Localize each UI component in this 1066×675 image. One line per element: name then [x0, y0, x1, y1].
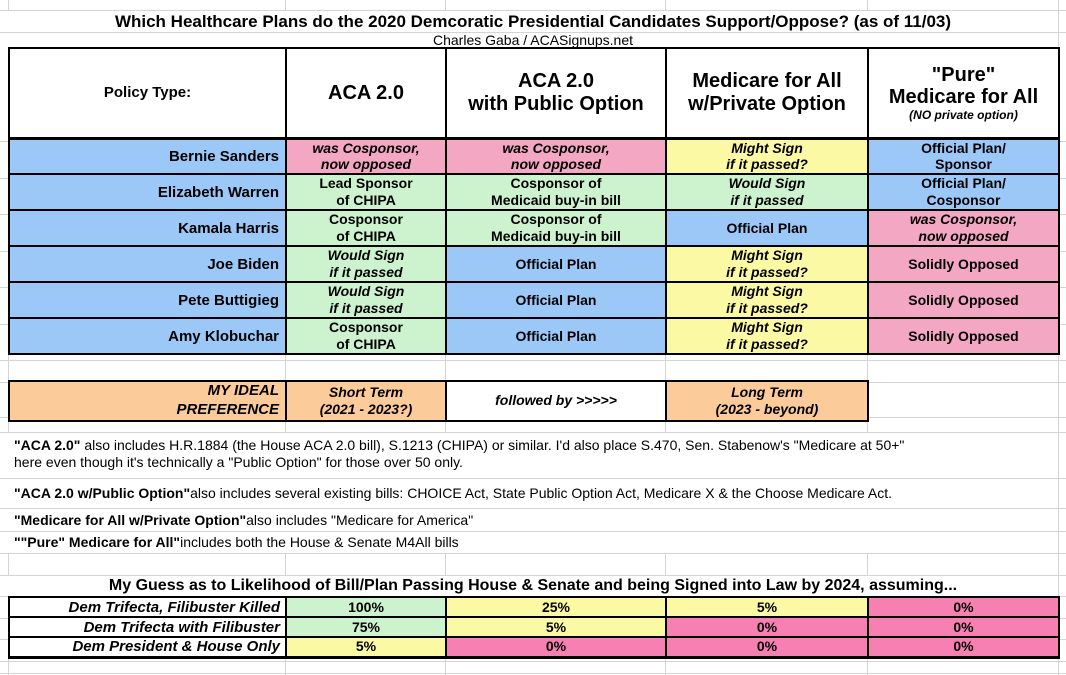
support-cell: Might Sign if it passed? [665, 317, 869, 355]
candidate-row: Kamala Harris Cosponsor of CHIPA Cosponsor… [8, 209, 1060, 247]
ideal-preference-table: MY IDEAL PREFERENCE Short Term (2021 - 2… [8, 380, 1059, 422]
support-cell: Cosponsor of CHIPA [285, 317, 447, 355]
support-cell: was Cosponsor, now opposed [867, 209, 1060, 247]
policy-header-row: Policy Type: ACA 2.0 ACA 2.0 with Public … [8, 47, 1060, 140]
policy-header-3: Medicare for All w/Private Option [665, 47, 869, 140]
sheet-credit: Charles Gaba / ACASignups.net [8, 32, 1058, 48]
support-cell: Official Plan [445, 281, 667, 319]
support-cell: Cosponsor of Medicaid buy-in bill [445, 209, 667, 247]
candidate-row: Elizabeth Warren Lead Sponsor of CHIPA Cos… [8, 173, 1060, 211]
preference-cell [868, 381, 1059, 421]
support-cell: Might Sign if it passed? [665, 245, 869, 283]
likelihood-rows: Dem Trifecta, Filibuster Killed 100% 25% 5%… [8, 596, 1060, 659]
footnote: ""Pure" Medicare for All" includes both … [8, 531, 1058, 553]
ideal-preference-label: MY IDEAL PREFERENCE [8, 380, 287, 422]
likelihood-cell: 0% [867, 636, 1060, 659]
policy-header-2: ACA 2.0 with Public Option [445, 47, 667, 140]
support-cell: Might Sign if it passed? [665, 281, 869, 319]
support-cell: Official Plan [445, 317, 667, 355]
policy-header-1: ACA 2.0 [285, 47, 447, 140]
candidate-row: Joe Biden Would Sign if it passed Official… [8, 245, 1060, 283]
candidate-name: Amy Klobuchar [8, 317, 287, 355]
likelihood-cell: 100% [285, 596, 447, 618]
likelihood-cell: 0% [867, 596, 1060, 618]
support-cell: Cosponsor of CHIPA [285, 209, 447, 247]
candidate-name: Kamala Harris [8, 209, 287, 247]
candidate-row: Pete Buttigieg Would Sign if it passed Off… [8, 281, 1060, 319]
likelihood-cell: 0% [445, 636, 667, 659]
support-cell: Solidly Opposed [867, 317, 1060, 355]
support-cell: Official Plan/ Sponsor [867, 137, 1060, 175]
sheet-title: Which Healthcare Plans do the 2020 Demco… [8, 10, 1058, 32]
preference-cell: followed by >>>>> [445, 380, 667, 422]
support-cell: Official Plan/ Cosponsor [867, 173, 1060, 211]
footnote: "ACA 2.0" also includes H.R.1884 (the Ho… [8, 432, 1058, 478]
likelihood-cell: 5% [445, 616, 667, 638]
candidate-name: Joe Biden [8, 245, 287, 283]
likelihood-table: Dem Trifecta, Filibuster Killed 100% 25% 5%… [8, 596, 1060, 659]
likelihood-title: My Guess as to Likelihood of Bill/Plan P… [8, 575, 1058, 596]
likelihood-cell: 0% [665, 616, 869, 638]
support-cell: Lead Sponsor of CHIPA [285, 173, 447, 211]
gridline-h [0, 673, 1066, 674]
candidate-rows: Bernie Sanders was Cosponsor, now opposed… [8, 137, 1060, 355]
footnote: "ACA 2.0 w/Public Option" also includes … [8, 478, 1058, 508]
support-cell: Might Sign if it passed? [665, 137, 869, 175]
support-cell: Official Plan [665, 209, 869, 247]
likelihood-cell: 5% [665, 596, 869, 618]
support-cell: Solidly Opposed [867, 281, 1060, 319]
support-matrix-table: Policy Type: ACA 2.0 ACA 2.0 with Public … [8, 47, 1060, 355]
policy-header-4: "Pure" Medicare for All (NO private optio… [867, 47, 1060, 140]
support-cell: Would Sign if it passed [285, 245, 447, 283]
policy-header-note: (NO private option) [909, 107, 1018, 122]
likelihood-cell: 0% [867, 616, 1060, 638]
gridline-h [0, 360, 1066, 361]
preference-cell: Short Term (2021 - 2023?) [285, 380, 447, 422]
candidate-name: Bernie Sanders [8, 137, 287, 175]
candidate-name: Pete Buttigieg [8, 281, 287, 319]
gridline-h [0, 661, 1066, 662]
gridline-h [0, 553, 1066, 554]
scenario-label: Dem Trifecta, Filibuster Killed [8, 596, 287, 618]
footnote: "Medicare for All w/Private Option" also… [8, 508, 1058, 531]
scenario-label: Dem President & House Only [8, 636, 287, 659]
likelihood-cell: 25% [445, 596, 667, 618]
likelihood-row: Dem President & House Only 5% 0% 0% 0% [8, 636, 1060, 659]
preference-cell: Long Term (2023 - beyond) [665, 380, 869, 422]
support-cell: Solidly Opposed [867, 245, 1060, 283]
support-cell: Would Sign if it passed [665, 173, 869, 211]
ideal-preference-row: MY IDEAL PREFERENCE Short Term (2021 - 2… [8, 380, 1059, 422]
likelihood-row: Dem Trifecta with Filibuster 75% 5% 0% 0% [8, 616, 1060, 638]
support-cell: was Cosponsor, now opposed [285, 137, 447, 175]
candidate-row: Amy Klobuchar Cosponsor of CHIPA Official … [8, 317, 1060, 355]
policy-type-label: Policy Type: [8, 47, 287, 140]
likelihood-cell: 0% [665, 636, 869, 659]
support-cell: Official Plan [445, 245, 667, 283]
support-cell: Cosponsor of Medicaid buy-in bill [445, 173, 667, 211]
likelihood-cell: 75% [285, 616, 447, 638]
support-cell: Would Sign if it passed [285, 281, 447, 319]
likelihood-cell: 5% [285, 636, 447, 659]
scenario-label: Dem Trifecta with Filibuster [8, 616, 287, 638]
candidate-name: Elizabeth Warren [8, 173, 287, 211]
support-cell: was Cosponsor, now opposed [445, 137, 667, 175]
candidate-row: Bernie Sanders was Cosponsor, now opposed… [8, 137, 1060, 175]
likelihood-row: Dem Trifecta, Filibuster Killed 100% 25% 5%… [8, 596, 1060, 618]
